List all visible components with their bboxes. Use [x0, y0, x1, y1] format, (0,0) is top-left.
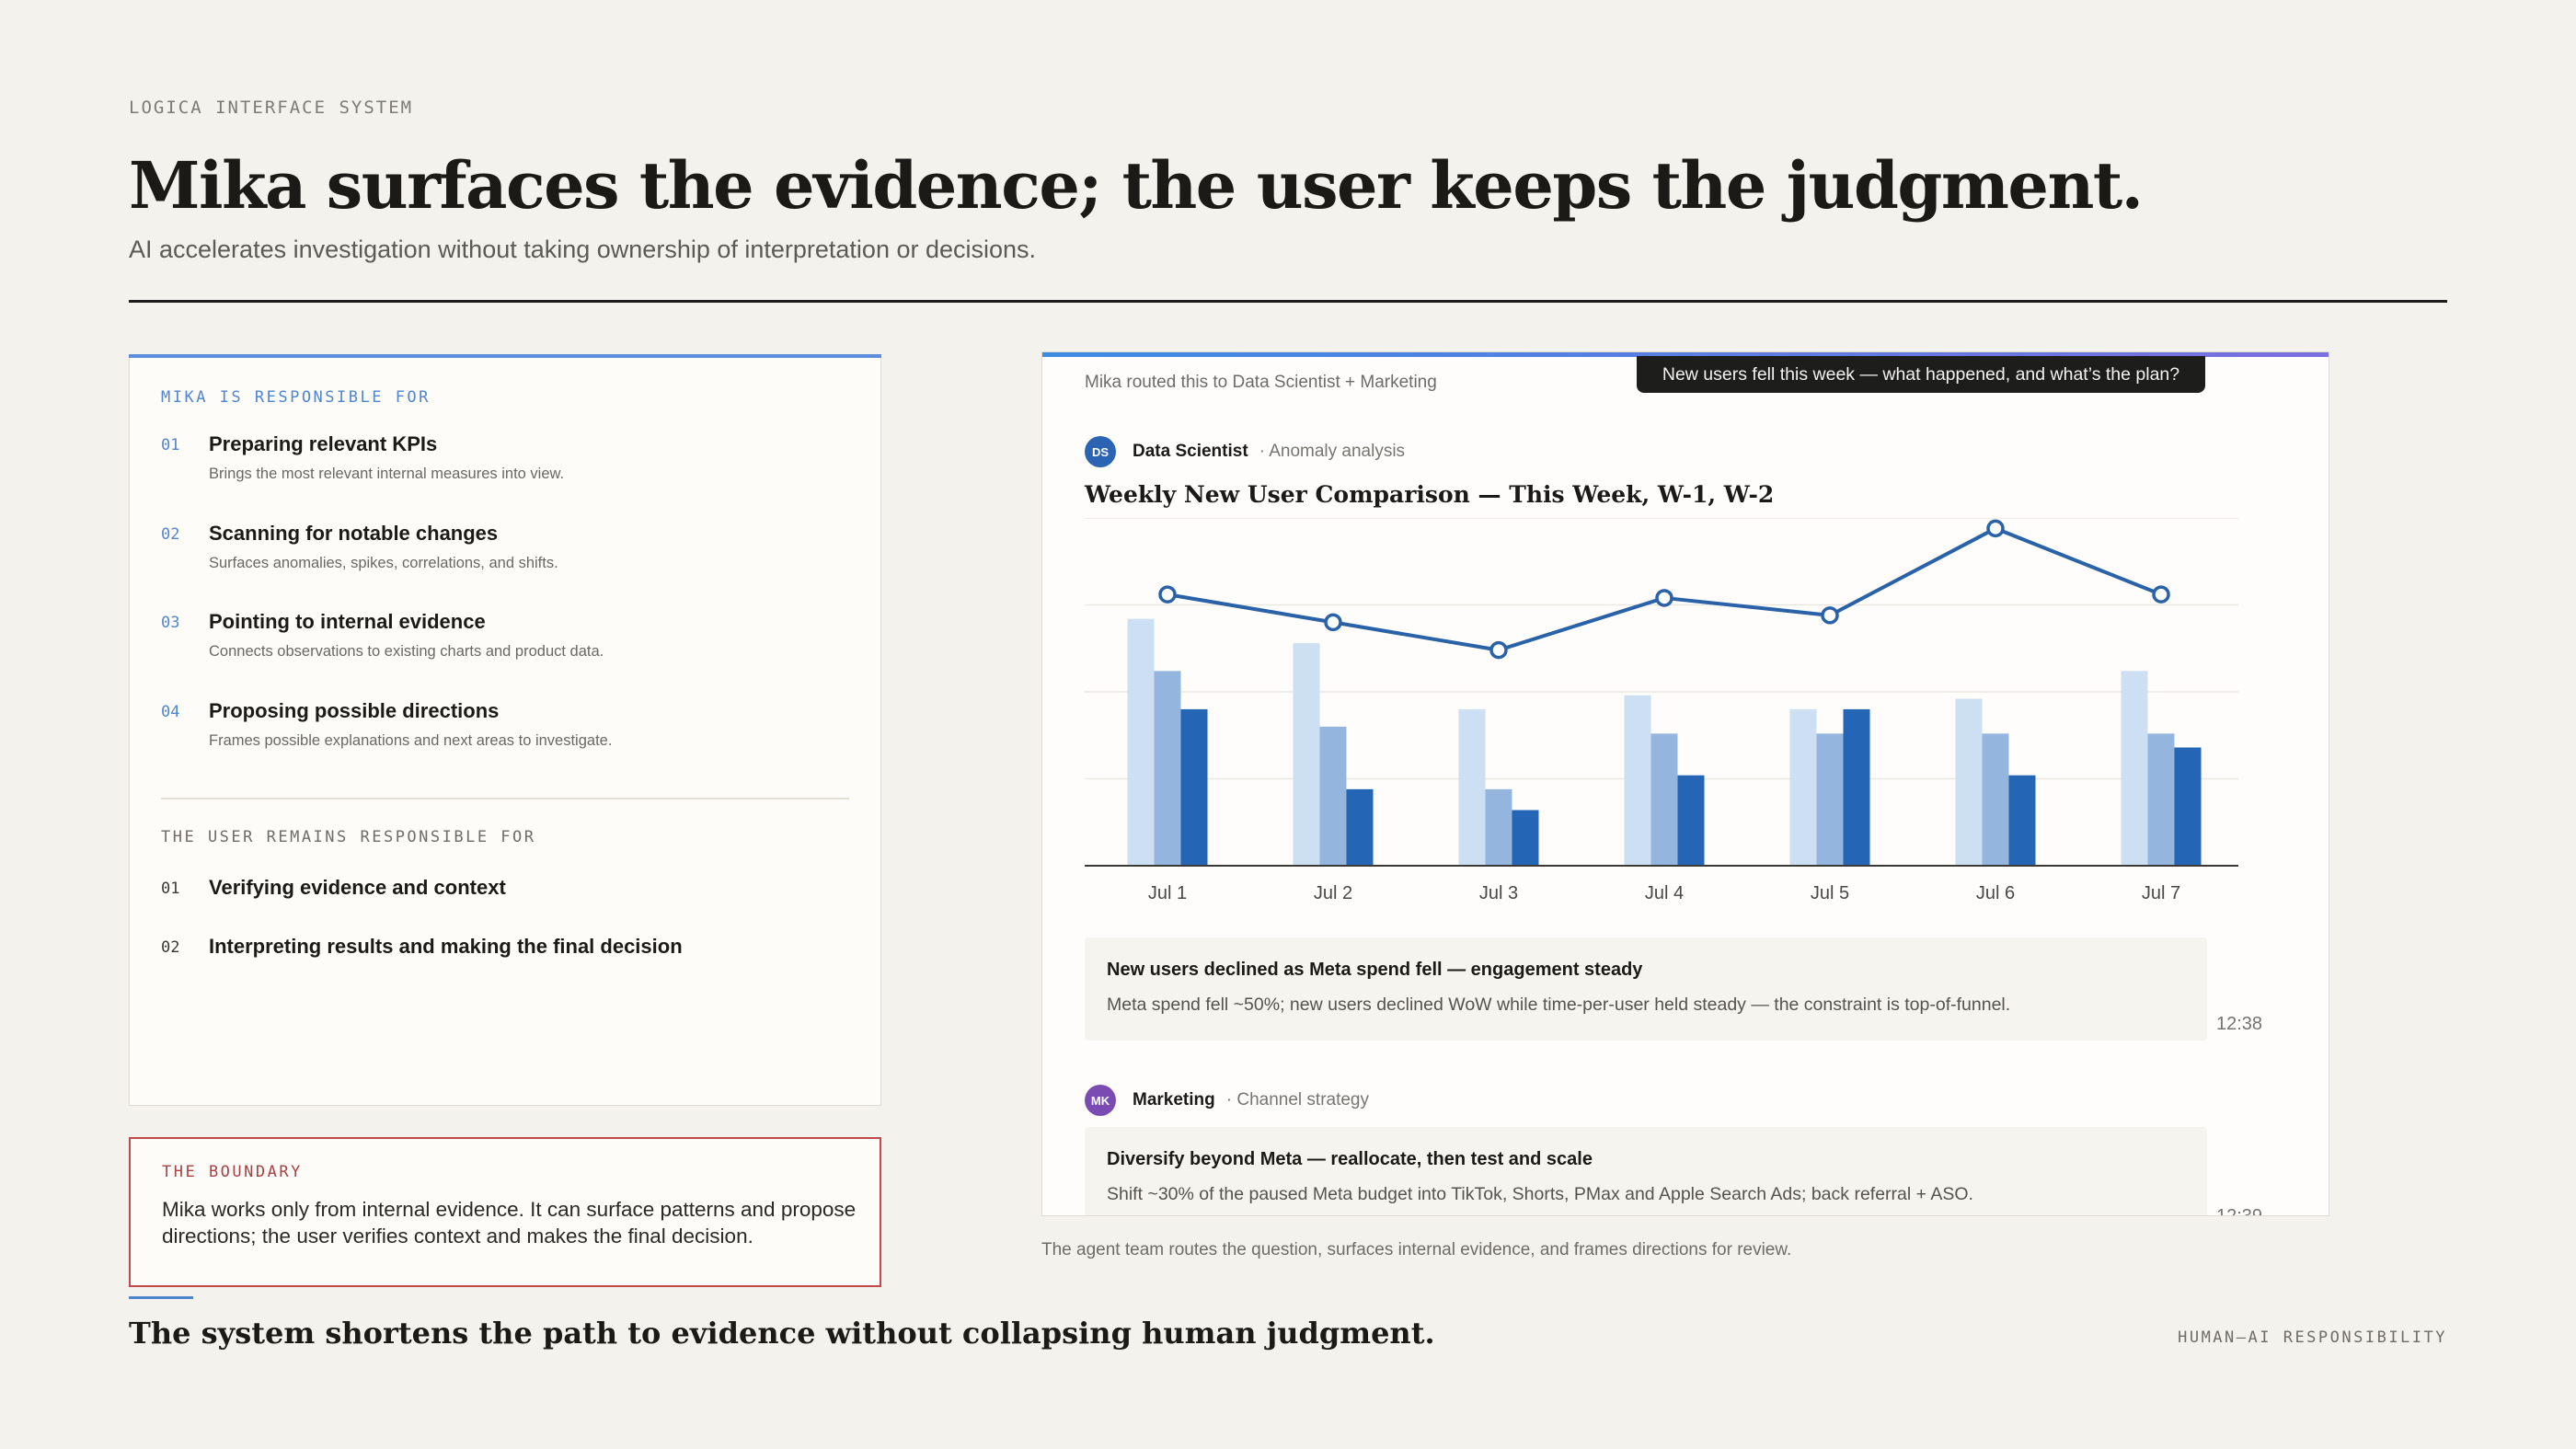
- message-title: Diversify beyond Meta — reallocate, then…: [1107, 1149, 1593, 1169]
- takeaway-accent: [129, 1296, 193, 1299]
- line-point: [1655, 589, 1673, 607]
- routing-note: Mika routed this to Data Scientist + Mar…: [1085, 373, 1437, 392]
- takeaway: The system shortens the path to evidence…: [129, 1316, 1435, 1351]
- bar: [1982, 733, 2009, 866]
- x-tick-label: Jul 2: [1314, 883, 1352, 903]
- item-description: Connects observations to existing charts…: [209, 643, 604, 660]
- message-body: Shift ~30% of the paused Meta budget int…: [1107, 1184, 1973, 1204]
- agent-role: · Channel strategy: [1225, 1090, 1369, 1110]
- x-tick-label: Jul 3: [1479, 883, 1518, 903]
- item-title: Preparing relevant KPIs: [209, 432, 438, 455]
- analysis-message: New users declined as Meta spend fell — …: [1085, 937, 2207, 1041]
- line-point: [2152, 585, 2170, 604]
- user-question-bubble: New users fell this week — what happened…: [1637, 356, 2205, 393]
- bar: [2147, 733, 2175, 866]
- agent-role: · Anomaly analysis: [1259, 442, 1406, 461]
- agent-header-data-scientist: DS Data Scientist · Anomaly analysis: [1085, 436, 1405, 467]
- section-divider: [161, 798, 849, 799]
- agent-name: Marketing: [1133, 1090, 1215, 1110]
- chart-title: Weekly New User Comparison — This Week, …: [1085, 481, 1775, 508]
- message-body: Meta spend fell ~50%; new users declined…: [1107, 995, 2011, 1015]
- line-point: [1986, 519, 2005, 538]
- user-section-label: THE USER REMAINS RESPONSIBLE FOR: [161, 828, 536, 846]
- message-title: New users declined as Meta spend fell — …: [1107, 960, 1643, 980]
- header-rule: [129, 300, 2447, 303]
- item-title: Scanning for notable changes: [209, 522, 499, 545]
- bar: [1955, 698, 1983, 866]
- bar: [1180, 708, 1208, 866]
- agent-chat-panel: Mika routed this to Data Scientist + Mar…: [1041, 351, 2329, 1216]
- x-tick-label: Jul 7: [2142, 883, 2180, 903]
- bar: [1677, 775, 1705, 866]
- strategy-message: Diversify beyond Meta — reallocate, then…: [1085, 1127, 2207, 1215]
- mika-section-label: MIKA IS RESPONSIBLE FOR: [161, 388, 431, 407]
- line-point: [1821, 606, 1839, 625]
- bar: [1789, 708, 1817, 866]
- panel-accent-bar: [1042, 352, 2329, 357]
- bar: [1346, 788, 1374, 866]
- line-point: [1158, 585, 1177, 604]
- boundary-text: Mika works only from internal evidence. …: [162, 1198, 857, 1248]
- message-timestamp: 12:38: [2216, 1014, 2263, 1034]
- avatar: MK: [1085, 1085, 1116, 1116]
- item-title: Interpreting results and making the fina…: [209, 935, 683, 958]
- agent-name: Data Scientist: [1133, 442, 1248, 461]
- x-tick-label: Jul 4: [1645, 883, 1684, 903]
- item-description: Surfaces anomalies, spikes, correlations…: [209, 555, 558, 571]
- avatar: DS: [1085, 436, 1116, 467]
- item-number: 01: [161, 880, 180, 898]
- agent-header-marketing: MK Marketing · Channel strategy: [1085, 1085, 1369, 1116]
- message-timestamp: 12:39: [2216, 1206, 2263, 1216]
- item-title: Pointing to internal evidence: [209, 610, 486, 633]
- x-tick-label: Jul 1: [1148, 883, 1187, 903]
- bar: [1624, 695, 1651, 866]
- bar: [1293, 643, 1320, 866]
- weekly-new-users-chart: Jul 1 Jul 2 Jul 3 Jul 4 Jul 5 Jul 6 Jul 7: [1085, 518, 2238, 903]
- bar: [1127, 618, 1155, 866]
- item-title: Proposing possible directions: [209, 699, 500, 722]
- bar: [1485, 788, 1512, 866]
- item-number: 02: [161, 525, 180, 544]
- line-point: [1324, 613, 1342, 632]
- item-description: Brings the most relevant internal measur…: [209, 466, 565, 482]
- bar: [2008, 775, 2036, 866]
- item-number: 02: [161, 938, 180, 957]
- page-title: Mika surfaces the evidence; the user kee…: [129, 147, 2144, 224]
- page-subtitle: AI accelerates investigation without tak…: [129, 236, 1037, 263]
- eyebrow: LOGICA INTERFACE SYSTEM: [129, 98, 414, 118]
- line-point: [1489, 640, 1508, 660]
- x-tick-label: Jul 5: [1811, 883, 1849, 903]
- bar: [1843, 708, 1870, 866]
- bar: [1154, 671, 1181, 866]
- item-title: Verifying evidence and context: [209, 876, 506, 899]
- item-description: Frames possible explanations and next ar…: [209, 732, 613, 749]
- bar: [1512, 810, 1539, 866]
- bar: [2121, 671, 2148, 866]
- bar: [2174, 747, 2202, 866]
- bar: [1816, 733, 1844, 866]
- item-number: 03: [161, 614, 180, 632]
- footer-tag: HUMAN–AI RESPONSIBILITY: [2178, 1328, 2447, 1347]
- item-number: 04: [161, 703, 180, 721]
- bar: [1650, 733, 1678, 866]
- boundary-label: THE BOUNDARY: [162, 1163, 303, 1181]
- panel-caption: The agent team routes the question, surf…: [1041, 1240, 1792, 1259]
- item-number: 01: [161, 436, 180, 454]
- x-tick-label: Jul 6: [1976, 883, 2015, 903]
- bar: [1458, 708, 1486, 866]
- bar: [1319, 726, 1347, 866]
- responsibility-panel: MIKA IS RESPONSIBLE FOR 01 Preparing rel…: [129, 354, 881, 1106]
- boundary-box: THE BOUNDARY Mika works only from intern…: [129, 1137, 881, 1287]
